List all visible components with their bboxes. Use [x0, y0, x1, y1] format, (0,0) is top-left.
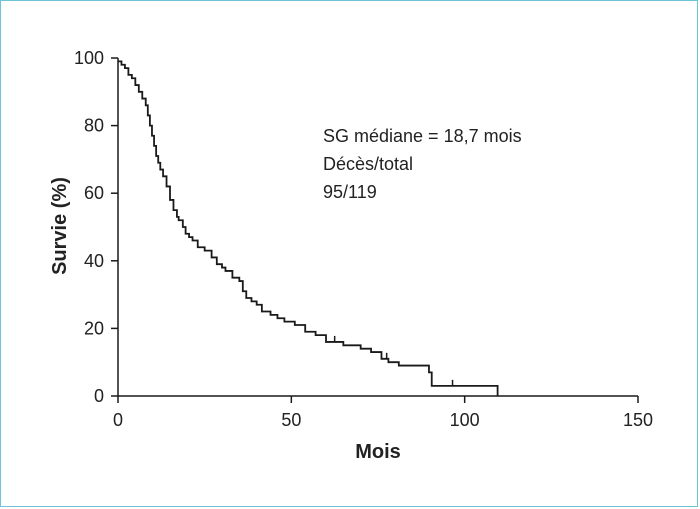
x-axis-title: Mois [355, 441, 401, 463]
deaths-total-label: Décès/total [323, 154, 413, 174]
y-tick-label: 80 [84, 116, 104, 136]
median-survival-annotation: SG médiane = 18,7 mois [323, 126, 522, 146]
y-ticks: 0 20 40 60 80 100 [74, 48, 118, 406]
y-axis-title: Survie (%) [49, 177, 71, 275]
x-tick-label: 50 [281, 410, 301, 430]
x-ticks: 0 50 100 150 [113, 396, 653, 430]
y-tick-label: 40 [84, 251, 104, 271]
survival-step-line [118, 60, 499, 396]
y-tick-label: 0 [94, 386, 104, 406]
x-tick-label: 150 [623, 410, 653, 430]
y-tick-label: 60 [84, 183, 104, 203]
y-tick-label: 100 [74, 48, 104, 68]
series-layer [118, 60, 499, 396]
x-tick-label: 100 [450, 410, 480, 430]
deaths-total-value: 95/119 [323, 182, 377, 202]
y-tick-label: 20 [84, 318, 104, 338]
x-tick-label: 0 [113, 410, 123, 430]
